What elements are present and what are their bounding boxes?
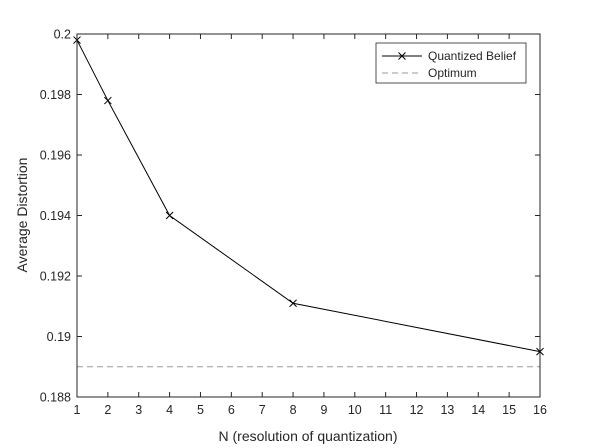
x-tick-label: 4: [166, 403, 173, 417]
x-tick-label: 11: [379, 403, 392, 417]
x-tick-label: 13: [440, 403, 454, 417]
x-tick-label: 7: [259, 403, 266, 417]
legend: Quantized Belief Optimum: [375, 42, 527, 84]
y-tick-label: 0.194: [40, 209, 71, 223]
y-tick-label: 0.192: [40, 270, 71, 284]
series-layer: [73, 36, 544, 368]
x-tick-label: 16: [533, 403, 547, 417]
legend-box: [375, 42, 527, 84]
y-axis-label: Average Distortion: [14, 158, 30, 273]
data-point-quantized-belief: [289, 299, 297, 308]
x-tick-label: 12: [410, 403, 424, 417]
x-tick-label: 8: [290, 403, 297, 417]
x-tick-label: 2: [104, 403, 111, 417]
x-axis-label: N (resolution of quantization): [219, 428, 398, 444]
legend-label-quantized-belief: Quantized Belief: [428, 49, 517, 63]
x-tick-label: 5: [197, 403, 204, 417]
plot-frame: [76, 33, 541, 398]
y-axis-ticks: 0.188 0.19 0.192 0.194 0.196 0.198 0.2: [40, 28, 540, 405]
x-tick-label: 1: [74, 403, 81, 417]
x-tick-label: 6: [228, 403, 235, 417]
data-point-quantized-belief: [165, 211, 174, 220]
y-tick-label: 0.196: [40, 149, 71, 163]
legend-marker-quantized-belief: [398, 52, 406, 60]
y-tick-label: 0.188: [40, 391, 71, 405]
y-tick-label: 0.19: [47, 330, 71, 344]
x-tick-label: 10: [348, 403, 362, 417]
y-tick-label: 0.2: [54, 28, 71, 42]
x-axis-ticks: 1 2 3 4 5 6 7 8 9 10 11 12 13 14 15 16: [74, 34, 547, 417]
x-tick-label: 14: [471, 403, 485, 417]
x-tick-label: 3: [135, 403, 142, 417]
plot-area: [77, 34, 540, 397]
legend-label-optimum: Optimum: [428, 66, 477, 80]
y-tick-label: 0.198: [40, 88, 71, 102]
x-tick-label: 9: [320, 403, 327, 417]
x-tick-label: 15: [502, 403, 516, 417]
data-point-quantized-belief: [104, 96, 112, 105]
